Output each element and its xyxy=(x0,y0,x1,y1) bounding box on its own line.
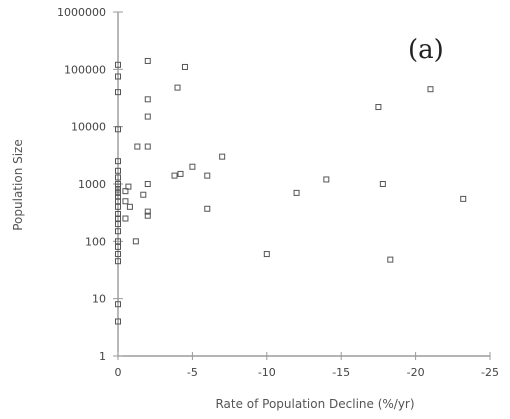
data-point xyxy=(115,174,121,181)
data-points xyxy=(115,57,467,325)
x-tick-label: -25 xyxy=(481,366,499,379)
data-point xyxy=(122,215,129,222)
data-point xyxy=(126,203,133,210)
data-point xyxy=(460,195,467,202)
data-point xyxy=(144,181,151,187)
data-point xyxy=(293,189,300,196)
data-point xyxy=(115,89,121,96)
data-point xyxy=(204,205,211,212)
data-point xyxy=(375,104,382,111)
data-point xyxy=(379,181,386,187)
data-point xyxy=(189,163,196,170)
y-tick-label: 10000 xyxy=(71,121,106,134)
data-point xyxy=(115,210,121,217)
data-point xyxy=(144,57,151,64)
panel-label: (a) xyxy=(408,35,444,65)
y-tick-label: 1000000 xyxy=(57,6,106,19)
x-tick-label: -20 xyxy=(407,366,425,379)
data-point xyxy=(204,172,211,179)
data-point xyxy=(140,191,147,198)
data-point xyxy=(115,61,121,68)
data-point xyxy=(115,258,121,265)
data-point xyxy=(174,84,181,91)
data-point xyxy=(387,256,394,263)
data-point xyxy=(125,183,132,190)
data-point xyxy=(115,318,121,325)
data-point xyxy=(144,113,151,120)
x-ticks: 0 -5 -10 -15 -20 -25 xyxy=(115,352,499,379)
y-tick-label: 100000 xyxy=(64,63,106,76)
data-point xyxy=(144,208,151,215)
data-point xyxy=(134,143,141,150)
x-tick-label: -10 xyxy=(258,366,276,379)
y-tick-label: 1000 xyxy=(78,178,106,191)
data-point xyxy=(115,73,121,80)
x-tick-label: 0 xyxy=(115,366,122,379)
data-point xyxy=(115,203,121,210)
y-tick-label: 1 xyxy=(99,350,106,363)
data-point xyxy=(115,251,121,258)
data-point xyxy=(115,193,121,200)
data-point xyxy=(115,238,121,245)
data-point xyxy=(115,126,121,133)
x-tick-label: -15 xyxy=(332,366,350,379)
y-tick-label: 100 xyxy=(85,235,106,248)
data-point xyxy=(115,189,121,196)
data-point xyxy=(115,228,121,235)
data-point xyxy=(115,158,121,165)
y-tick-label: 10 xyxy=(92,293,106,306)
x-axis-label: Rate of Population Decline (%/yr) xyxy=(215,397,414,411)
data-point xyxy=(263,251,270,258)
x-tick-label: -5 xyxy=(187,366,198,379)
data-point xyxy=(181,63,188,70)
data-point xyxy=(115,301,121,308)
data-point xyxy=(115,221,121,228)
data-point xyxy=(122,198,129,205)
data-point xyxy=(115,167,121,174)
y-axis-label: Population Size xyxy=(11,139,25,231)
data-point xyxy=(177,170,184,177)
data-point xyxy=(171,172,178,179)
data-point xyxy=(144,96,151,103)
data-point xyxy=(115,243,121,250)
data-point xyxy=(132,238,139,245)
data-point xyxy=(115,181,121,187)
data-point xyxy=(323,176,330,183)
data-point xyxy=(219,153,226,160)
y-ticks: 1 10 100 1000 10000 100000 1000000 xyxy=(57,6,123,363)
data-point xyxy=(427,86,434,93)
data-point xyxy=(144,143,151,150)
data-point xyxy=(144,212,151,219)
